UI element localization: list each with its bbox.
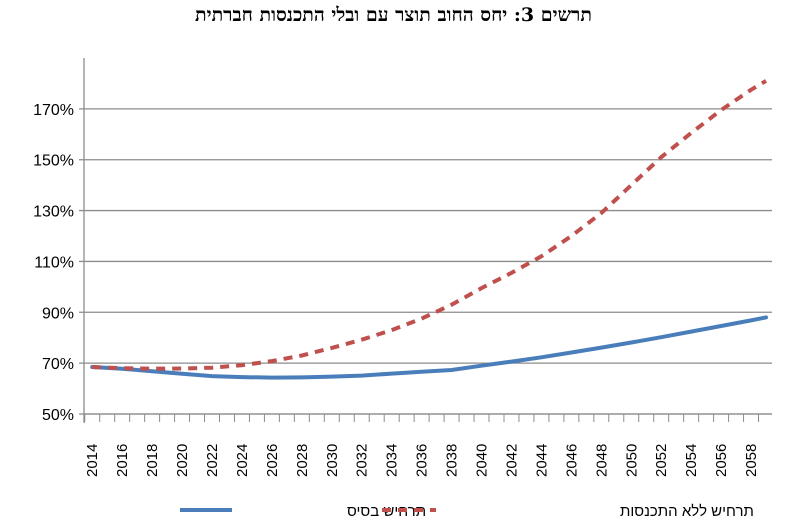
x-tick-label: 2056 [713,444,730,477]
x-tick-label: 2050 [623,444,640,477]
x-tick-label: 2046 [563,444,580,477]
y-tick-label: 110% [34,254,74,271]
y-tick-label: 170% [33,102,74,119]
y-tick-label: 130% [33,204,74,221]
x-tick-label: 2014 [84,444,101,477]
x-tick-label: 2058 [743,444,760,477]
x-tick-label: 2024 [234,444,251,477]
x-tick-label: 2052 [653,444,670,477]
x-tick-label: 2036 [414,444,431,477]
x-tick-label: 2028 [294,444,311,477]
x-tick-label: 2020 [174,444,191,477]
x-tick-label: 2048 [593,444,610,477]
x-tick-label: 2042 [503,444,520,477]
x-tick-label: 2040 [474,444,491,477]
y-tick-label: 90% [42,305,74,322]
x-tick-label: 2038 [444,444,461,477]
chart-title: תרשים 3: יחס החוב תוצר עם ובלי התכנסות ח… [195,4,592,26]
x-tick-label: 2034 [384,444,401,477]
x-tick-label: 2044 [533,444,550,477]
x-tick-label: 2030 [324,444,341,477]
x-tick-label: 2032 [354,444,371,477]
y-tick-label: 150% [33,153,74,170]
x-tick-label: 2016 [114,444,131,477]
y-tick-label: 50% [42,407,74,424]
y-tick-label: 70% [42,356,74,373]
x-tick-label: 2054 [683,444,700,477]
series-line-2 [92,79,768,371]
x-tick-label: 2022 [204,444,221,477]
x-tick-label: 2026 [264,444,281,477]
legend-label-no-convergence: תרחיש ללא התכנסות [620,503,754,520]
series-line-1 [90,315,768,380]
x-tick-label: 2018 [144,444,161,477]
